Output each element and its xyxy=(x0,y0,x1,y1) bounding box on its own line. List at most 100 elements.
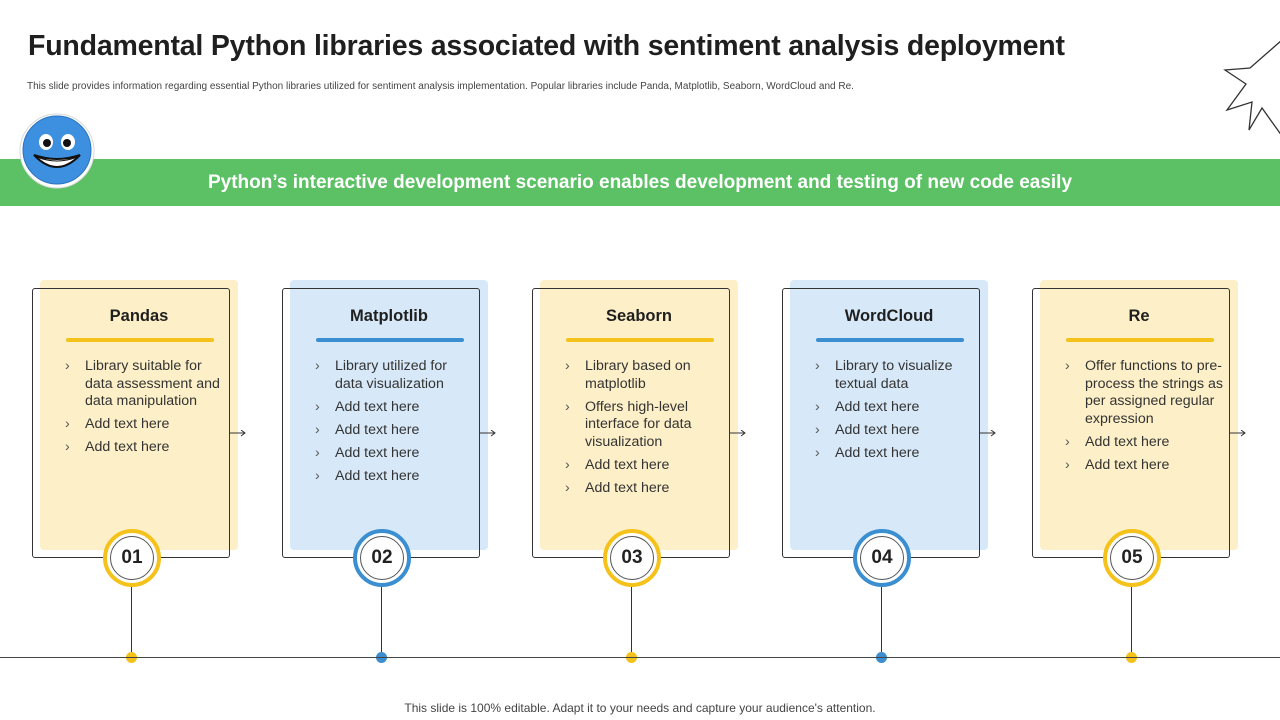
step-number-badge: 02 xyxy=(353,529,411,587)
chevron-right-icon: › xyxy=(65,416,70,432)
chevron-right-icon: › xyxy=(315,444,320,461)
step-number-badge: 03 xyxy=(603,529,661,587)
list-item: › Offer functions to pre-process the stri… xyxy=(1065,358,1225,428)
card-background xyxy=(40,280,238,550)
library-card-2: Matplotlib › Library utilized for data vis… xyxy=(282,280,502,590)
chevron-right-icon: › xyxy=(815,444,820,461)
list-item: › Add text here xyxy=(1065,457,1225,475)
list-item: › Library to visualize textual data xyxy=(815,358,975,393)
chevron-right-icon: › xyxy=(565,479,570,496)
smiling-face-icon xyxy=(19,113,95,189)
chevron-right-icon: › xyxy=(315,421,320,438)
step-number: 04 xyxy=(860,536,904,580)
item-text: Library to visualize textual data xyxy=(835,358,953,392)
card-background xyxy=(540,280,738,550)
list-item: › Add text here xyxy=(565,457,725,475)
card-background xyxy=(790,280,988,550)
card-underline xyxy=(316,338,464,342)
timeline-connector xyxy=(131,587,132,657)
chevron-right-icon: › xyxy=(815,421,820,438)
list-item: › Add text here xyxy=(315,445,475,463)
page-subtitle: This slide provides information regardin… xyxy=(27,81,854,92)
card-background xyxy=(290,280,488,550)
step-number: 05 xyxy=(1110,536,1154,580)
footer-note: This slide is 100% editable. Adapt it to… xyxy=(404,701,876,715)
list-item: › Add text here xyxy=(565,480,725,498)
list-item: › Library utilized for data visualization xyxy=(315,358,475,393)
card-underline xyxy=(566,338,714,342)
page-title: Fundamental Python libraries associated … xyxy=(28,30,1065,62)
timeline-connector xyxy=(631,587,632,657)
timeline-line xyxy=(0,657,1280,658)
card-title: Seaborn xyxy=(605,307,673,325)
card-underline xyxy=(1066,338,1214,342)
timeline-connector xyxy=(1131,587,1132,657)
card-items: › Library to visualize textual data › Add t… xyxy=(815,358,975,468)
step-number: 01 xyxy=(110,536,154,580)
arrow-right-icon xyxy=(980,430,996,437)
list-item: › Offers high-level interface for data vi… xyxy=(565,399,725,452)
arrow-right-icon xyxy=(480,430,496,437)
item-text: Add text here xyxy=(835,444,920,461)
card-items: › Library suitable for data assessment an… xyxy=(65,358,225,462)
arrow-right-icon xyxy=(730,430,746,437)
item-text: Add text here xyxy=(335,444,420,461)
card-items: › Library utilized for data visualization… xyxy=(315,358,475,491)
timeline-connector xyxy=(381,587,382,657)
library-card-4: WordCloud › Library to visualize textual d… xyxy=(782,280,1002,590)
card-background xyxy=(1040,280,1238,550)
item-text: Add text here xyxy=(335,398,420,415)
chevron-right-icon: › xyxy=(315,398,320,415)
item-text: Add text here xyxy=(335,421,420,438)
item-text: Add text here xyxy=(85,416,170,432)
arrow-right-icon xyxy=(230,430,246,437)
chevron-right-icon: › xyxy=(815,398,820,415)
list-item: › Add text here xyxy=(815,445,975,463)
chevron-right-icon: › xyxy=(65,439,70,455)
library-card-3: Seaborn › Library based on matplotlib › Offe… xyxy=(532,280,752,590)
chevron-right-icon: › xyxy=(1065,433,1070,450)
card-title: Matplotlib xyxy=(350,307,428,325)
list-item: › Add text here xyxy=(815,399,975,417)
item-text: Add text here xyxy=(835,398,920,415)
item-text: Add text here xyxy=(835,421,920,438)
card-items: › Offer functions to pre-process the stri… xyxy=(1065,358,1225,480)
chevron-right-icon: › xyxy=(815,358,820,374)
step-number-badge: 04 xyxy=(853,529,911,587)
timeline-connector xyxy=(881,587,882,657)
item-text: Add text here xyxy=(585,479,670,496)
card-items: › Library based on matplotlib › Offers high… xyxy=(565,358,725,503)
step-number-badge: 01 xyxy=(103,529,161,587)
card-underline xyxy=(816,338,964,342)
item-text: Add text here xyxy=(85,439,170,455)
item-text: Add text here xyxy=(1085,433,1170,450)
item-text: Add text here xyxy=(585,456,670,473)
arrow-right-icon xyxy=(1230,430,1246,437)
chevron-right-icon: › xyxy=(1065,456,1070,473)
item-text: Add text here xyxy=(335,467,420,484)
step-number-badge: 05 xyxy=(1103,529,1161,587)
chevron-right-icon: › xyxy=(565,398,570,415)
starburst-outline-icon xyxy=(1223,40,1280,135)
card-title: WordCloud xyxy=(844,307,934,325)
chevron-right-icon: › xyxy=(65,358,70,374)
card-underline xyxy=(66,338,214,342)
item-text: Library suitable for data assessment and… xyxy=(85,358,220,409)
list-item: › Add text here xyxy=(315,422,475,440)
card-title: Pandas xyxy=(109,307,169,325)
list-item: › Library based on matplotlib xyxy=(565,358,725,393)
card-title: Re xyxy=(1128,307,1150,325)
chevron-right-icon: › xyxy=(565,456,570,473)
step-number: 03 xyxy=(610,536,654,580)
list-item: › Add text here xyxy=(65,416,225,434)
chevron-right-icon: › xyxy=(565,358,570,374)
item-text: Add text here xyxy=(1085,456,1170,473)
item-text: Offer functions to pre-process the strin… xyxy=(1085,358,1223,427)
step-number: 02 xyxy=(360,536,404,580)
item-text: Library based on matplotlib xyxy=(585,358,691,392)
library-card-5: Re › Offer functions to pre-process the st… xyxy=(1032,280,1252,590)
list-item: › Add text here xyxy=(315,399,475,417)
chevron-right-icon: › xyxy=(1065,358,1070,374)
list-item: › Add text here xyxy=(815,422,975,440)
item-text: Library utilized for data visualization xyxy=(335,358,447,392)
